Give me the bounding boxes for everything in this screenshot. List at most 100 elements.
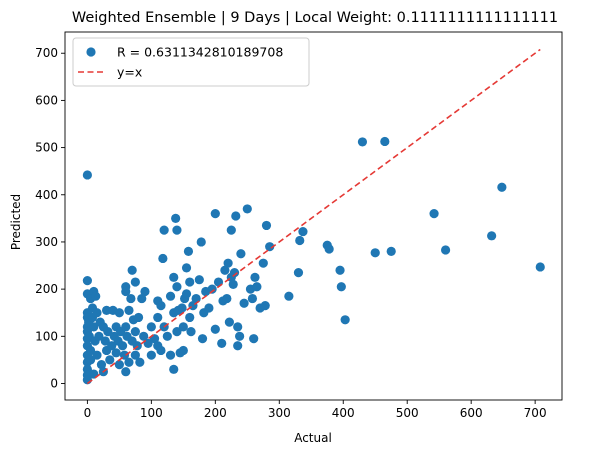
- data-point: [130, 326, 140, 337]
- reference-line-y-equals-x: [86, 48, 541, 385]
- data-point: [107, 341, 117, 351]
- legend-box: [72, 37, 310, 87]
- data-point: [121, 322, 131, 332]
- data-point: [127, 265, 137, 275]
- data-point: [258, 258, 268, 268]
- x-tick-label: 300: [268, 406, 291, 420]
- data-point: [370, 248, 380, 258]
- data-point: [260, 301, 270, 311]
- plot-area: 0 100 200 300 400 500 600 700 0 100 200 300 400 500 60…: [35, 31, 563, 420]
- data-point: [236, 249, 246, 259]
- data-point: [100, 336, 110, 346]
- data-point: [194, 275, 204, 285]
- data-point: [242, 204, 252, 214]
- data-point: [497, 182, 507, 192]
- data-point: [247, 293, 258, 304]
- data-point: [121, 286, 131, 297]
- data-point: [298, 226, 308, 237]
- x-tick-label: 200: [204, 406, 227, 420]
- data-point: [92, 308, 102, 318]
- data-point: [101, 305, 112, 315]
- data-point: [103, 326, 113, 337]
- data-point: [224, 317, 234, 327]
- data-point: [94, 331, 104, 341]
- data-point: [158, 253, 168, 264]
- data-point: [228, 279, 238, 290]
- data-point: [156, 301, 166, 311]
- y-tick-label: 100: [35, 329, 58, 343]
- data-point: [111, 348, 121, 358]
- data-point: [165, 350, 176, 360]
- data-point: [440, 245, 451, 255]
- data-point: [222, 293, 232, 304]
- data-point: [185, 277, 195, 287]
- data-point: [284, 291, 294, 301]
- data-point: [181, 263, 192, 273]
- y-tick-label: 200: [35, 282, 58, 296]
- data-point: [335, 265, 345, 275]
- data-point: [140, 286, 150, 297]
- x-tick-label: 100: [140, 406, 163, 420]
- data-point: [124, 305, 134, 315]
- data-point: [185, 312, 195, 323]
- data-point: [139, 331, 149, 341]
- data-point: [96, 360, 107, 370]
- data-point: [233, 322, 243, 332]
- data-point: [231, 211, 241, 221]
- data-point: [252, 282, 262, 292]
- data-point: [210, 209, 220, 219]
- y-tick-label: 0: [50, 376, 58, 390]
- data-point: [487, 231, 497, 241]
- data-point: [380, 136, 390, 147]
- chart-title: Weighted Ensemble | 9 Days | Local Weigh…: [72, 10, 558, 26]
- y-tick-label: 400: [35, 188, 58, 202]
- data-point: [126, 293, 136, 304]
- data-point: [82, 170, 92, 180]
- data-point: [146, 322, 156, 332]
- data-point: [169, 272, 179, 282]
- data-point: [105, 355, 115, 365]
- data-point: [207, 284, 217, 294]
- axes-frame: [64, 31, 563, 401]
- data-point: [137, 293, 147, 304]
- x-axis-label: Actual: [294, 431, 332, 445]
- data-point: [293, 268, 304, 278]
- data-point: [121, 367, 131, 377]
- x-tick-label: 500: [396, 406, 419, 420]
- data-point: [85, 345, 96, 356]
- data-point: [178, 345, 188, 356]
- data-point: [183, 246, 194, 256]
- data-point: [92, 350, 102, 360]
- data-point: [204, 303, 214, 313]
- data-point: [133, 312, 144, 323]
- data-point: [295, 235, 305, 246]
- x-tick-label: 400: [332, 406, 355, 420]
- data-point: [130, 350, 140, 360]
- data-point: [340, 315, 350, 325]
- data-point: [91, 291, 101, 301]
- data-point: [210, 324, 220, 334]
- data-point: [114, 308, 124, 318]
- data-point: [265, 242, 275, 252]
- data-point: [357, 137, 368, 147]
- data-point: [181, 289, 192, 299]
- data-point: [336, 282, 346, 292]
- data-point: [124, 357, 134, 367]
- data-point: [172, 225, 182, 235]
- y-tick-label: 600: [35, 93, 58, 107]
- x-tick-label: 700: [524, 406, 547, 420]
- y-tick-label: 300: [35, 235, 58, 249]
- data-point: [233, 341, 243, 351]
- legend-label-scatter: R = 0.6311342810189708: [117, 45, 283, 60]
- data-point: [249, 334, 259, 344]
- data-point: [169, 364, 179, 374]
- data-point: [261, 220, 272, 231]
- data-point: [235, 331, 245, 341]
- data-point: [172, 326, 182, 337]
- data-point: [186, 326, 196, 337]
- data-point: [146, 350, 156, 360]
- data-point: [171, 213, 181, 223]
- data-point: [172, 282, 182, 292]
